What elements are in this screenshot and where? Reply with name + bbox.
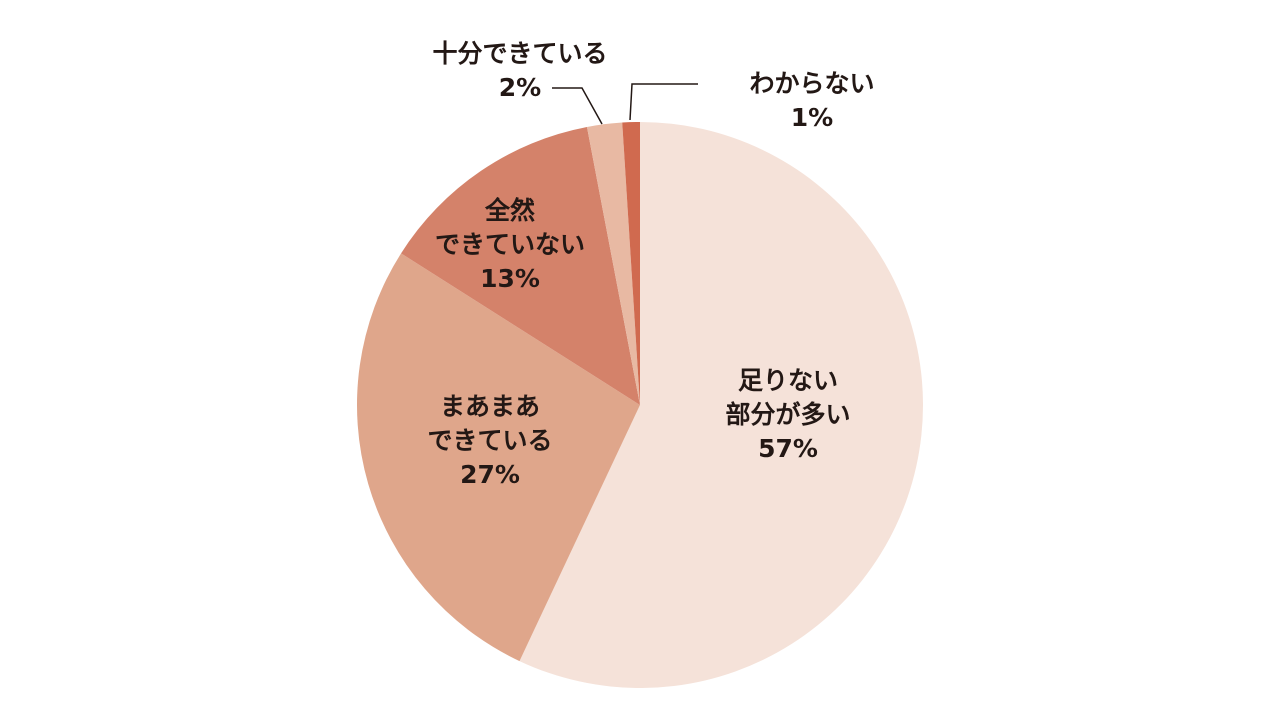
slice-label: できていない (435, 230, 585, 259)
slice-label: まあまあ (440, 392, 540, 421)
value-label: 27% (460, 460, 520, 489)
pie-slice (586, 122, 640, 405)
slice-label: わからない (749, 69, 874, 98)
leader-line (552, 87, 603, 125)
slice-label: 全然 (484, 196, 535, 225)
value-label: 2% (499, 73, 541, 102)
value-label: 1% (791, 103, 833, 132)
slice-label: 部分が多い (725, 400, 850, 429)
value-label: 13% (480, 264, 540, 293)
pie-slice (519, 122, 923, 688)
slice-label: できている (427, 426, 552, 455)
value-label: 57% (758, 434, 818, 463)
pie-slice (357, 253, 640, 662)
pie-slice (401, 127, 640, 406)
pie-slice (622, 122, 640, 405)
leader-line (629, 83, 698, 121)
slice-label: 足りない (738, 366, 838, 395)
slice-label: 十分できている (432, 39, 607, 68)
